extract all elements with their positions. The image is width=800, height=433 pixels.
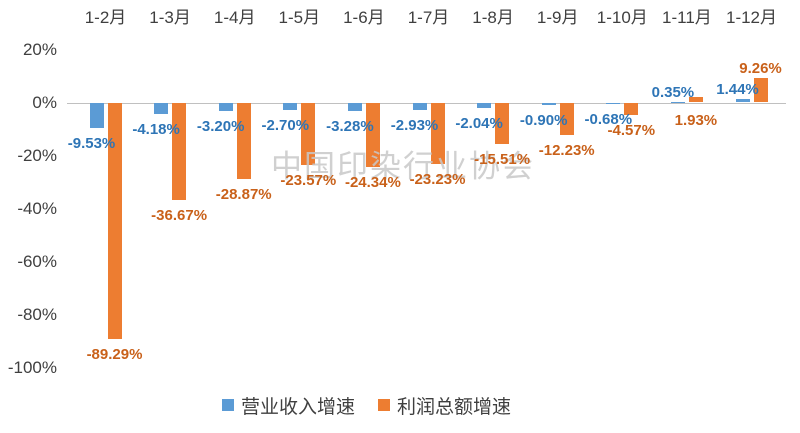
bar-revenue: [154, 102, 169, 114]
data-label-profit: -23.23%: [409, 171, 466, 189]
bar-profit: [495, 102, 510, 144]
legend-label: 利润总额增速: [397, 396, 512, 418]
legend-label: 营业收入增速: [241, 396, 356, 418]
legend-swatch-profit-icon: [378, 399, 391, 411]
y-tick-label: 20%: [22, 39, 57, 59]
legend-item-profit: 利润总额增速: [378, 392, 511, 419]
data-label-revenue: -9.53%: [67, 134, 116, 152]
bar-revenue: [347, 102, 362, 112]
bar-profit: [365, 102, 380, 167]
legend-swatch-revenue-icon: [222, 399, 234, 411]
category-label: 1-7月: [407, 8, 450, 27]
y-tick-label: -100%: [7, 357, 57, 377]
category-label: 1-8月: [472, 8, 514, 27]
y-tick-label: -20%: [17, 145, 57, 165]
bar-revenue: [541, 102, 556, 105]
data-label-profit: -28.87%: [215, 186, 272, 203]
category-label: 1-10月: [596, 8, 648, 27]
category-label: 1-12月: [725, 8, 778, 27]
category-label: 1-6月: [343, 8, 385, 27]
legend-item-revenue: 营业收入增速: [222, 392, 355, 419]
data-label-profit: -15.51%: [474, 150, 531, 168]
bar-profit: [236, 102, 251, 179]
category-label: 1-9月: [536, 8, 579, 27]
bar-revenue: [735, 98, 750, 103]
bar-revenue: [670, 101, 685, 103]
bar-revenue: [606, 102, 621, 105]
bar-revenue: [89, 102, 104, 128]
legend: 营业收入增速 利润总额增速: [222, 392, 511, 418]
category-label: 1-2月: [84, 8, 127, 27]
bar-profit: [430, 102, 445, 165]
category-label: 1-11月: [662, 8, 712, 27]
data-label-revenue: -3.28%: [326, 118, 374, 136]
data-label-revenue: -4.18%: [132, 120, 180, 138]
bar-profit: [559, 102, 574, 135]
watermark: 中国印染行业协会: [271, 149, 535, 184]
data-label-revenue: -0.68%: [584, 111, 633, 129]
data-label-profit: -89.29%: [86, 346, 143, 364]
bar-revenue: [283, 102, 298, 110]
bar-revenue: [218, 102, 233, 111]
bar-profit: [107, 102, 122, 340]
data-label-revenue: -2.93%: [390, 117, 439, 135]
y-tick-label: -60%: [17, 251, 57, 271]
data-label-revenue: -2.04%: [455, 114, 503, 132]
category-label: 1-3月: [149, 8, 191, 27]
data-label-profit: -12.23%: [538, 141, 595, 159]
data-label-profit: -4.57%: [607, 121, 656, 139]
category-label: 1-5月: [278, 8, 321, 27]
y-tick-label: -80%: [17, 304, 57, 324]
y-tick-label: 0%: [32, 92, 57, 112]
y-tick-label: -40%: [17, 198, 57, 218]
bar-profit: [688, 97, 703, 103]
data-label-revenue: 1.44%: [716, 80, 759, 98]
data-label-revenue: 0.35%: [651, 83, 695, 101]
bar-revenue: [412, 102, 427, 111]
bar-profit: [172, 102, 187, 200]
data-label-profit: -23.57%: [280, 171, 337, 189]
data-label-profit: 9.26%: [739, 59, 782, 77]
data-label-revenue: -3.20%: [196, 117, 245, 135]
data-label-profit: 1.93%: [674, 111, 718, 129]
data-label-profit: -24.34%: [344, 174, 401, 191]
data-label-profit: -36.67%: [151, 206, 208, 224]
zero-axis-line: [67, 102, 786, 104]
bar-profit: [624, 102, 639, 115]
data-label-revenue: -0.90%: [519, 111, 568, 129]
bar-revenue: [477, 102, 492, 108]
bar-profit: [301, 102, 316, 165]
bar-profit: [753, 77, 768, 103]
category-label: 1-4月: [213, 8, 256, 27]
data-label-revenue: -2.70%: [261, 116, 310, 134]
